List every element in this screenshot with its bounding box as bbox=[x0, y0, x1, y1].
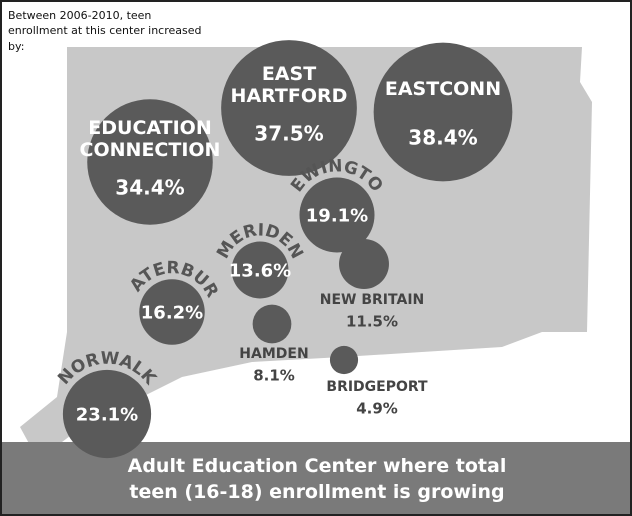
center-bubble bbox=[299, 177, 375, 253]
center-bubble bbox=[231, 241, 289, 299]
center-name: BRIDGEPORT bbox=[326, 378, 428, 395]
center-value: 34.4% bbox=[115, 175, 185, 200]
center-name: EASTCONN bbox=[384, 78, 502, 101]
center-bubble bbox=[62, 369, 152, 459]
note: Between 2006-2010, teen enrollment at th… bbox=[8, 9, 202, 53]
center-value: 38.4% bbox=[408, 125, 478, 150]
center-value: 37.5% bbox=[254, 121, 324, 146]
center-value: 23.1% bbox=[75, 404, 139, 426]
center-value: 8.1% bbox=[253, 366, 295, 385]
center-value: 11.5% bbox=[345, 312, 399, 331]
center-bubble bbox=[329, 345, 359, 375]
center-name: EAST HARTFORD bbox=[230, 63, 348, 107]
center-bubble bbox=[221, 40, 357, 176]
center-bubble bbox=[373, 42, 513, 182]
caption-text: Adult Education Center where total teen … bbox=[127, 455, 507, 503]
center-bubble bbox=[252, 304, 292, 344]
center-name: NEW BRITAIN bbox=[319, 291, 425, 308]
center-value: 13.6% bbox=[228, 260, 292, 282]
center-value: 16.2% bbox=[140, 302, 204, 324]
center-name: HAMDEN bbox=[239, 345, 309, 362]
center-value: 19.1% bbox=[305, 205, 369, 227]
center-bubble bbox=[87, 99, 213, 225]
center-value: 4.9% bbox=[356, 399, 398, 418]
center-bubble bbox=[139, 279, 205, 345]
caption: Adult Education Center where total teen … bbox=[2, 442, 630, 514]
center-name: EDUCATION CONNECTION bbox=[79, 117, 221, 161]
center-bubble bbox=[339, 239, 389, 289]
